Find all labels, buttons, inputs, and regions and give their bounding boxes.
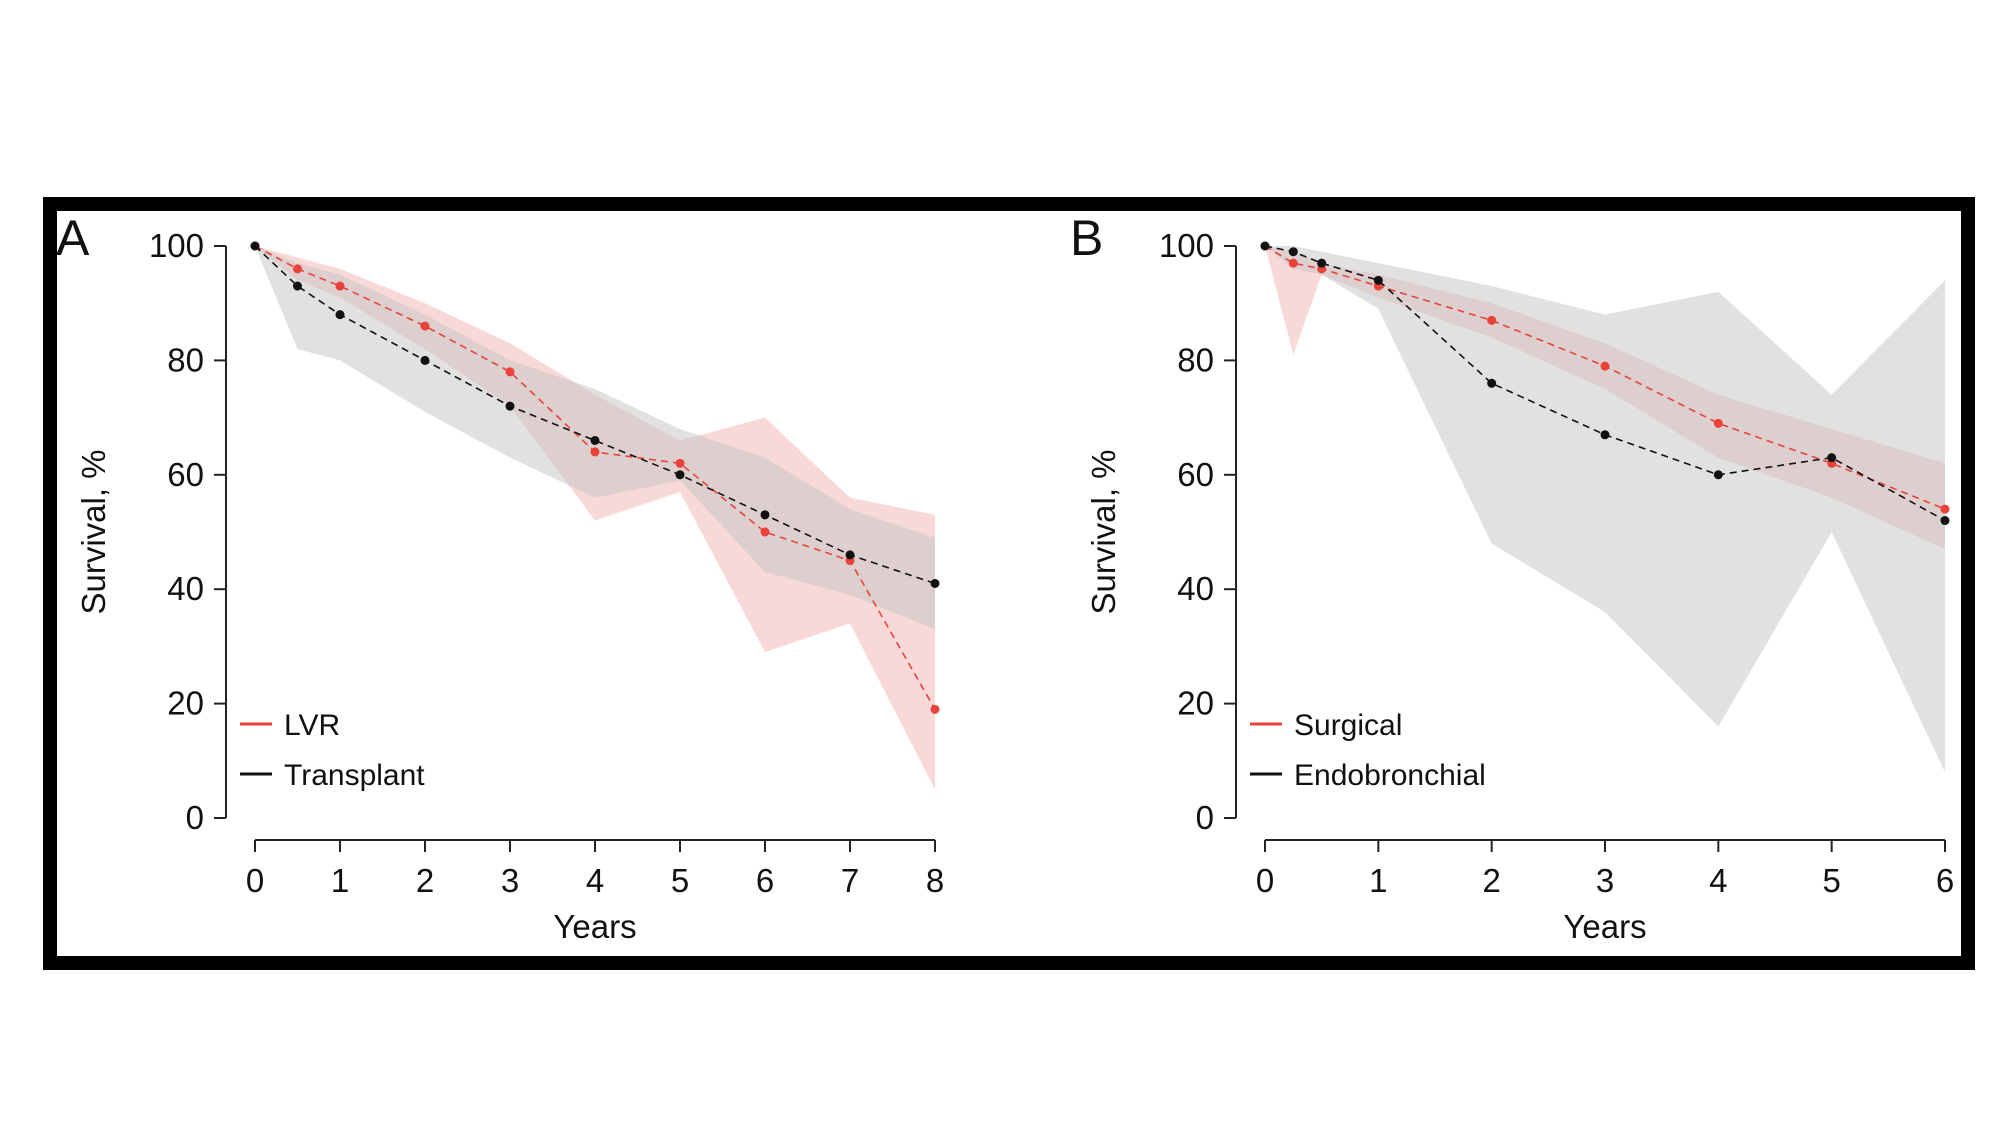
panel-b-x-tick-label: 5: [1822, 862, 1840, 899]
panel-a-x-tick-label: 3: [501, 862, 519, 899]
panel-a-transplant-point: [250, 241, 260, 251]
panel-b-endobronchial-point: [1288, 247, 1298, 257]
panel-a: A 0 20 40 60 80 100 Survival, % 0 1 2 3 4 5 6 7 8 Years L…: [56, 210, 944, 945]
panel-a-transplant-point: [420, 355, 430, 365]
panel-b-endobronchial-point: [1940, 516, 1950, 526]
panel-a-transplant-point: [930, 578, 940, 588]
panel-a-transplant-point: [505, 401, 515, 411]
panel-a-transplant-point: [293, 281, 302, 291]
panel-b-surgical-point: [1940, 504, 1950, 514]
panel-a-x-tick-label: 6: [756, 862, 774, 899]
panel-a-transplant-point: [760, 510, 770, 520]
panel-a-y-tick-label: 20: [167, 685, 204, 722]
panel-b-y-tick-label: 0: [1196, 799, 1214, 836]
panel-b-legend-label-surgical: Surgical: [1294, 709, 1402, 742]
panel-a-lvr-point: [930, 704, 940, 714]
panel-b-x-tick-label: 3: [1596, 862, 1614, 899]
panel-b-surgical-line: [1264, 245, 1946, 510]
panel-a-y-tick-label: 40: [167, 570, 204, 607]
panel-a-lvr-point: [420, 321, 430, 331]
panel-b-y-tick-label: 40: [1177, 570, 1214, 607]
panel-a-transplant-point: [845, 550, 855, 560]
panel-b-endobronchial-point: [1713, 470, 1723, 480]
panel-a-x-tick-label: 7: [841, 862, 859, 899]
panel-a-transplant-line: [254, 245, 936, 585]
panel-a-letter: A: [56, 210, 90, 266]
panel-b-y-tick-label: 80: [1177, 341, 1214, 378]
panel-b-letter: B: [1070, 210, 1103, 266]
panel-b-surgical-point: [1487, 315, 1497, 325]
panel-a-y-tick-label: 100: [149, 227, 204, 264]
panel-a-x-axis-label: Years: [553, 908, 636, 945]
panel-a-x-tick-label: 0: [246, 862, 264, 899]
panel-b-y-axis-label: Survival, %: [1085, 449, 1122, 614]
panel-a-legend-label-lvr: LVR: [284, 709, 340, 742]
panel-a-transplant-point: [590, 435, 600, 445]
panel-a-transplant-point: [675, 470, 685, 480]
panel-a-x-tick-label: 2: [416, 862, 434, 899]
panel-b-endobronchial-point: [1317, 258, 1327, 268]
panel-b-x-axis-label: Years: [1563, 908, 1646, 945]
panel-b-x-tick-label: 2: [1482, 862, 1500, 899]
panel-a-y-tick-label: 80: [167, 341, 204, 378]
panel-b-band-endobronchial: [1265, 246, 1945, 773]
panel-b-x-tick-label: 6: [1936, 862, 1954, 899]
panel-a-y-tick-label: 0: [186, 799, 204, 836]
panel-a-band-lvr: [255, 246, 935, 790]
panel-a-x-tick-label: 8: [926, 862, 944, 899]
panel-b-legend-label-endobronchial: Endobronchial: [1294, 759, 1486, 792]
panel-a-lvr-point: [293, 264, 302, 274]
panel-a-lvr-point: [760, 527, 770, 537]
panel-b-y-tick-label: 100: [1159, 227, 1214, 264]
panel-a-x-tick-label: 4: [586, 862, 604, 899]
panel-b-endobronchial-point: [1373, 275, 1383, 285]
panel-a-lvr-point: [590, 447, 600, 457]
panel-b-endobronchial-point: [1487, 378, 1497, 388]
panel-a-lvr-point: [505, 367, 515, 377]
panel-a-y-tick-label: 60: [167, 456, 204, 493]
panel-b-x-tick-label: 4: [1709, 862, 1727, 899]
panel-a-x-tick-label: 1: [331, 862, 349, 899]
panel-a-y-axis-label: Survival, %: [75, 449, 112, 614]
panel-b-x-tick-label: 1: [1369, 862, 1387, 899]
panel-b-endobronchial-point: [1600, 430, 1610, 440]
panel-a-lvr-point: [675, 458, 685, 468]
panel-b-endobronchial-point: [1260, 241, 1270, 251]
panel-b-surgical-point: [1288, 258, 1298, 268]
panel-b-surgical-point: [1713, 418, 1723, 428]
panel-b: B 0 20 40 60 80 100 Survival, % 0 1 2 3 4 5 6 Years Sur…: [1070, 210, 1954, 945]
panel-b-y-tick-label: 60: [1177, 456, 1214, 493]
panel-a-legend-label-transplant: Transplant: [284, 759, 425, 792]
panel-b-x-tick-label: 0: [1256, 862, 1274, 899]
panel-b-surgical-point: [1600, 361, 1610, 371]
panel-b-endobronchial-point: [1827, 453, 1837, 463]
panel-a-lvr-point: [335, 281, 345, 291]
panel-b-endobronchial-line: [1264, 245, 1946, 522]
panel-a-x-tick-label: 5: [671, 862, 689, 899]
panel-a-lvr-line: [254, 245, 936, 710]
panel-b-y-tick-label: 20: [1177, 685, 1214, 722]
panel-a-transplant-point: [335, 310, 345, 320]
